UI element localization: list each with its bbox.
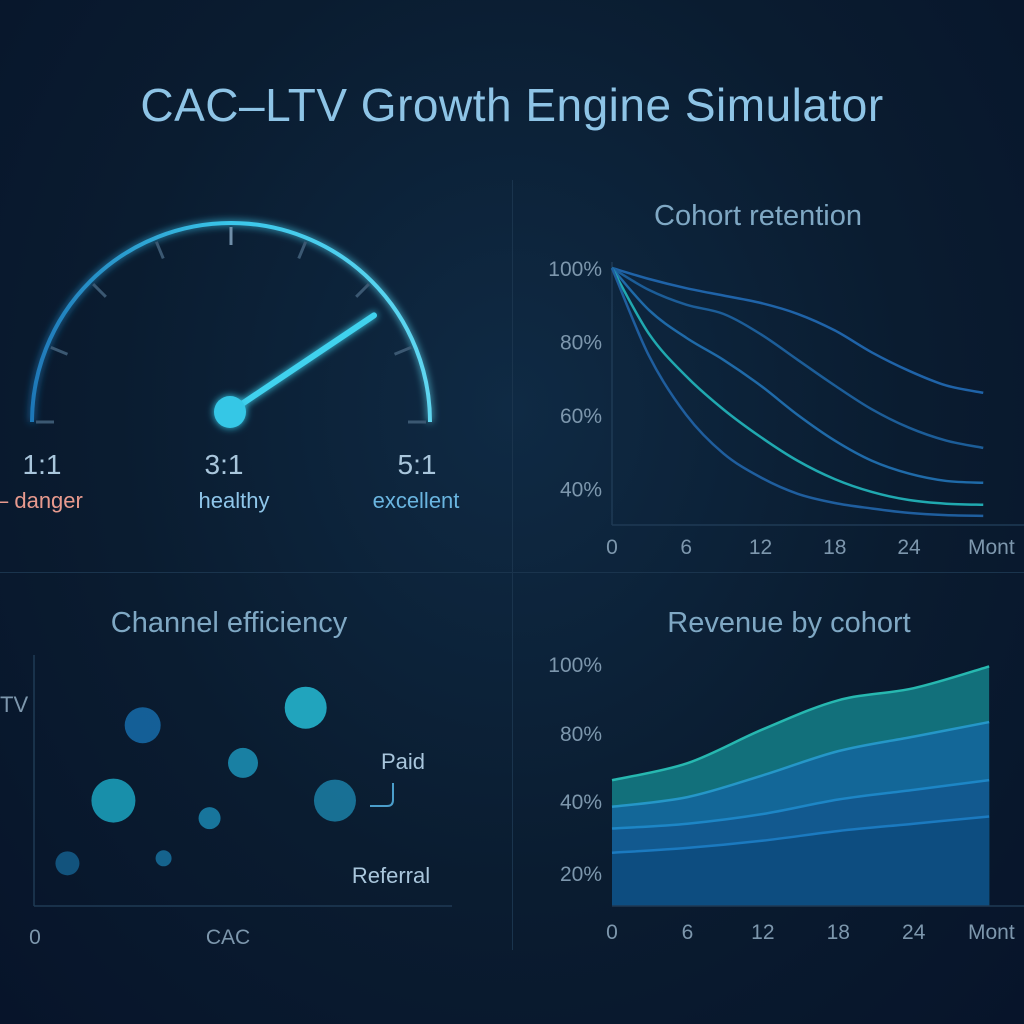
revenue-x-tick: 6 [682,921,694,944]
zone-label-healthy: healthy [199,488,270,513]
revenue-y-tick: 100% [548,654,602,677]
zone-label-excellent: excellent [373,488,460,513]
retention-y-tick: 40% [560,478,602,501]
channel-bubble [124,707,161,744]
gauge-tick [355,283,370,298]
ratio-label-5-1: 5:1 [398,449,437,480]
revenue-x-tick: 12 [751,921,774,944]
ltv-axis-label: TV [0,692,28,717]
annotation-paid: Paid [381,749,425,774]
retention-line-3 [611,267,984,485]
gauge-tick [393,345,412,356]
retention-line-2 [611,266,984,450]
gauge-tick [92,283,107,298]
gauge-hub [214,396,246,428]
channel-bubble [91,778,136,823]
retention-line-1 [611,266,984,395]
scatter-x-origin-label: 0 [29,926,41,949]
cohort-retention-chart: Cohort retention 100% 80% 60% 40% 0 6 12 18 24 M… [548,200,1024,559]
channel-efficiency-chart: Channel efficiency TV 0 CAC Paid Referra… [0,607,452,949]
revenue-line-2 [611,778,990,830]
revenue-by-cohort-title: Revenue by cohort [667,607,910,639]
gauge-tick [297,241,308,260]
retention-x-tick: 24 [897,536,921,559]
channel-efficiency-title: Channel efficiency [111,607,348,639]
revenue-y-tick: 20% [560,863,602,886]
revenue-y-tick: 40% [560,791,602,814]
revenue-x-tick: Mont [968,921,1015,944]
channel-bubble [284,686,327,729]
page-title: CAC–LTV Growth Engine Simulator [140,79,884,131]
gauge-needle [227,312,378,415]
ratio-label-1-1: 1:1 [23,449,62,480]
channel-bubble [55,851,80,876]
channel-bubble [198,807,221,830]
revenue-x-tick: 24 [902,921,926,944]
retention-y-tick: 100% [548,258,602,281]
gauge-tick [154,241,165,260]
retention-x-tick: Mont [968,536,1015,559]
retention-y-tick: 60% [560,405,602,428]
ltv-cac-gauge: 1:1 3:1 5:1 – danger healthy excellent [0,221,460,513]
horizontal-divider [0,572,1024,573]
zone-label-danger: – danger [0,488,83,513]
channel-bubble [313,779,356,822]
retention-line-5 [610,267,984,518]
retention-x-tick: 12 [749,536,772,559]
paid-callout-line [370,783,394,807]
revenue-line-3 [611,720,990,809]
revenue-line-4 [611,665,990,782]
retention-x-tick: 0 [606,536,618,559]
retention-x-tick: 18 [823,536,846,559]
retention-x-tick: 6 [680,536,692,559]
annotation-referral: Referral [352,863,430,888]
revenue-x-tick: 18 [827,921,850,944]
revenue-by-cohort-chart: Revenue by cohort 100% 80% 40% 20% 0 6 12 18 24… [548,607,1024,944]
cac-axis-label: CAC [206,926,250,949]
channel-bubble [228,747,258,778]
ratio-label-3-1: 3:1 [205,449,244,480]
revenue-y-tick: 80% [560,723,602,746]
cohort-retention-title: Cohort retention [654,200,862,232]
revenue-x-tick: 0 [606,921,618,944]
retention-y-tick: 80% [560,331,602,354]
revenue-line-1 [611,815,990,855]
gauge-arc [30,221,432,423]
vertical-divider [512,180,513,950]
revenue-area-1 [612,816,990,906]
channel-bubble [155,850,172,867]
retention-line-4 [610,267,984,507]
gauge-tick [50,345,69,356]
